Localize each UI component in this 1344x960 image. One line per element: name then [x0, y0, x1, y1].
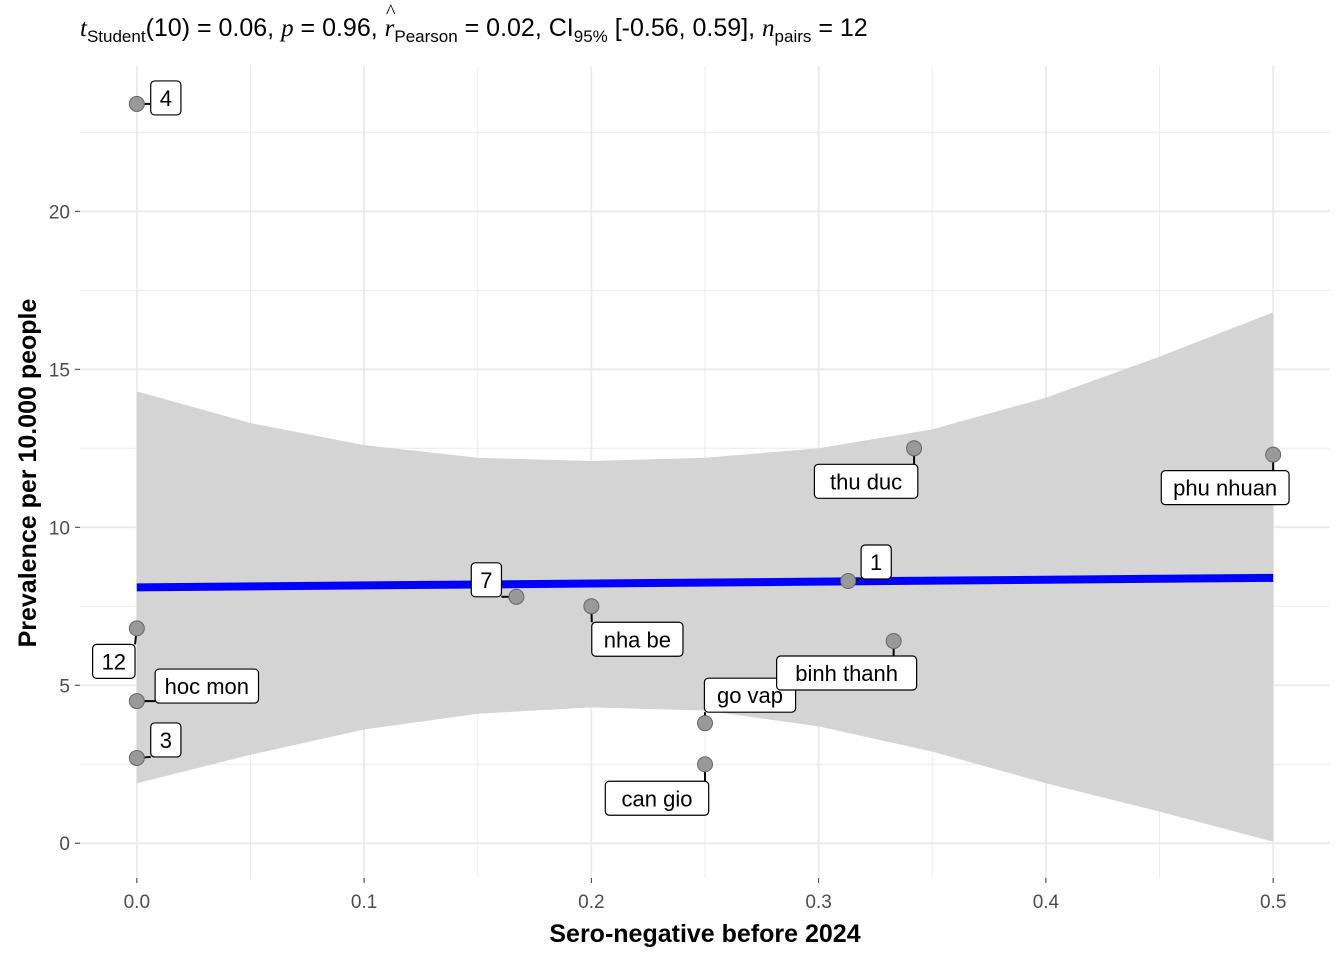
label-box: [470, 562, 503, 598]
x-axis-label: Sero-negative before 2024: [549, 920, 860, 948]
x-tick-label: 0.4: [1033, 892, 1060, 913]
t-symbol: t: [80, 15, 87, 42]
confidence-band: [136, 312, 1274, 842]
data-point: [583, 598, 600, 615]
point-label: binh thanh: [795, 661, 898, 686]
point-label: 3: [160, 728, 172, 753]
label-box: [860, 544, 892, 580]
label-box: [776, 655, 918, 691]
ci-sub: 95%: [573, 27, 608, 46]
data-point: [1265, 446, 1282, 463]
data-point: [697, 756, 713, 773]
data-point: [128, 749, 145, 766]
x-tick-label: 0.2: [578, 892, 604, 913]
ci-value: [-0.56, 0.59],: [607, 14, 763, 42]
point-label: 4: [160, 86, 172, 111]
t-value: = 0.06,: [190, 14, 282, 42]
label-box: [150, 80, 182, 116]
point-label: thu duc: [830, 469, 902, 494]
y-tick-label: 15: [49, 360, 70, 381]
data-point: [697, 715, 713, 732]
label-box: [604, 780, 710, 816]
label-box: [154, 668, 260, 704]
label-box: [591, 621, 684, 657]
label-box: [1160, 470, 1290, 506]
r-sub: Pearson: [394, 27, 458, 46]
data-point: [906, 440, 923, 457]
y-tick-label: 0: [59, 834, 70, 855]
point-label: hoc mon: [165, 674, 249, 699]
x-tick-label: 0.0: [124, 892, 150, 913]
point-label: can gio: [622, 786, 693, 811]
n-sub: pairs: [774, 27, 812, 46]
data-point: [128, 95, 145, 112]
n-value: = 12: [811, 14, 868, 42]
y-axis-ticks: 0 5 10 15 20: [49, 202, 80, 855]
point-labels: 4 12 hoc mon 3 7 nha be go vap can gio 1 binh tha…: [92, 80, 1290, 816]
label-box: [150, 722, 182, 758]
x-tick-label: 0.1: [351, 892, 377, 913]
label-box: [92, 643, 136, 679]
y-tick-label: 10: [49, 518, 70, 539]
point-label: 7: [480, 568, 492, 593]
y-tick-label: 5: [59, 676, 70, 697]
data-points: [128, 95, 1282, 773]
point-label: 12: [102, 649, 126, 674]
label-box: [813, 463, 919, 499]
t-df: (10): [145, 14, 191, 42]
x-tick-label: 0.5: [1260, 892, 1286, 913]
point-label: phu nhuan: [1173, 476, 1277, 501]
chart-subtitle: tStudent(10) = 0.06, p = 0.96, rPearson …: [80, 1, 868, 47]
regression-line: [136, 573, 1274, 592]
x-axis-ticks: 0.0 0.1 0.2 0.3 0.4 0.5: [124, 878, 1286, 913]
y-axis-label: Prevalence per 10.000 people: [14, 299, 42, 648]
point-label: 1: [870, 550, 882, 575]
point-label: nha be: [604, 627, 671, 652]
n-symbol: n: [762, 15, 775, 42]
y-tick-label: 20: [49, 202, 70, 223]
p-symbol: p: [281, 15, 294, 42]
t-sub: Student: [86, 27, 146, 46]
x-tick-label: 0.3: [805, 892, 831, 913]
data-point: [885, 633, 902, 650]
point-label: go vap: [717, 683, 783, 708]
data-point: [128, 620, 145, 637]
r-value: = 0.02, CI: [457, 14, 574, 42]
data-point: [128, 693, 145, 710]
p-value: = 0.96,: [293, 14, 385, 42]
data-point: [840, 573, 857, 590]
data-point: [508, 588, 525, 605]
label-box: [703, 677, 797, 713]
r-symbol: r: [385, 1, 395, 43]
